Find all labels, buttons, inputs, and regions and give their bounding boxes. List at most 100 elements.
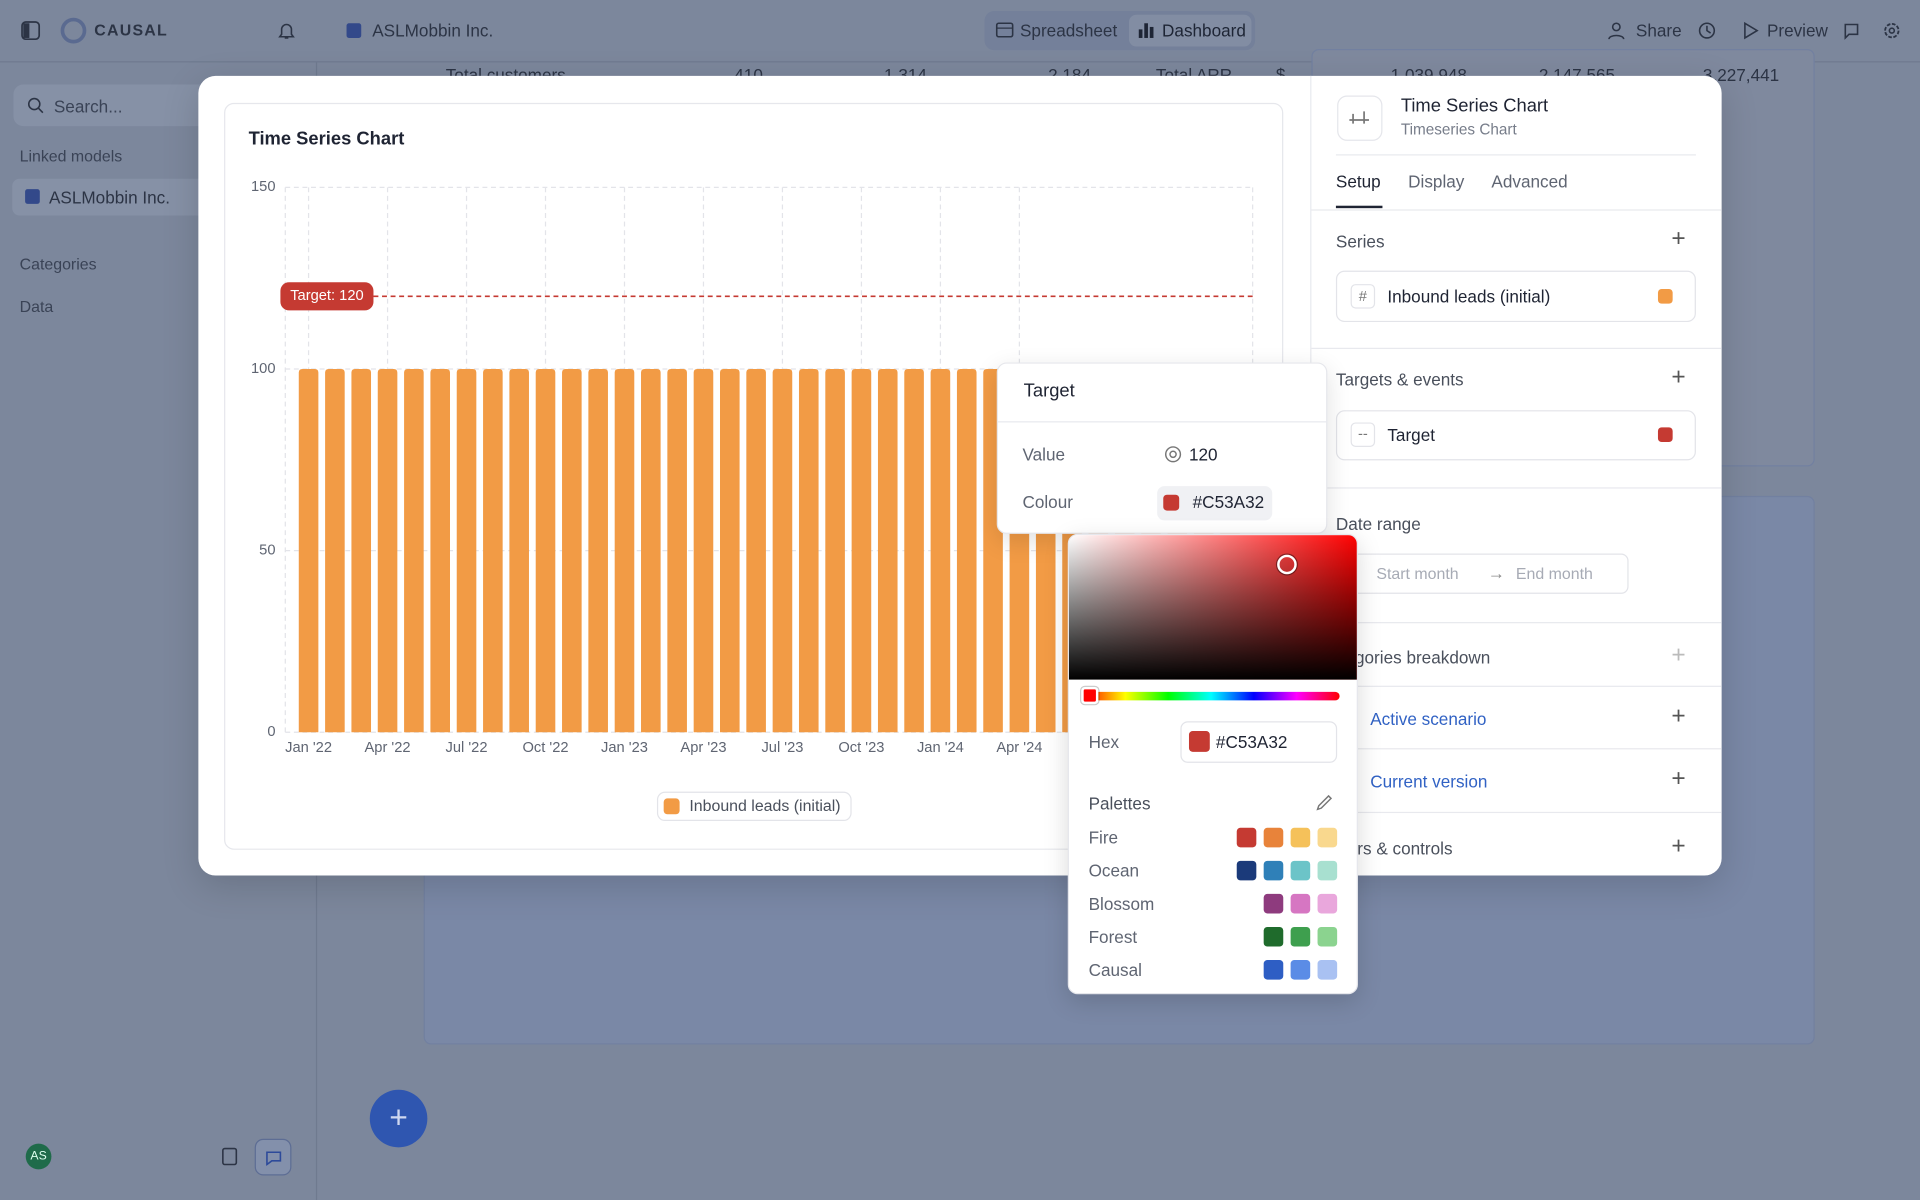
bar xyxy=(693,368,714,733)
bar xyxy=(535,368,556,733)
hue-handle[interactable] xyxy=(1081,686,1099,705)
top-bar xyxy=(0,0,1920,63)
palette-swatch[interactable] xyxy=(1290,860,1311,881)
preview-button[interactable]: Preview xyxy=(1766,20,1828,41)
popover-title: Target xyxy=(1023,380,1075,402)
palette-swatch[interactable] xyxy=(1317,860,1338,881)
series-color-swatch[interactable] xyxy=(1657,288,1673,304)
palette-swatch[interactable] xyxy=(1263,893,1284,914)
edit-palettes-icon[interactable] xyxy=(1315,793,1333,811)
model-icon xyxy=(25,189,40,204)
target-item[interactable] xyxy=(1335,410,1696,461)
divider xyxy=(1311,748,1722,750)
palette-swatch[interactable] xyxy=(1317,893,1338,914)
panel-tab[interactable]: Advanced xyxy=(1491,171,1568,192)
logo-icon xyxy=(60,17,87,44)
view-tab[interactable]: Dashboard xyxy=(1162,20,1246,41)
palette-swatch[interactable] xyxy=(1290,827,1311,848)
palette-swatch[interactable] xyxy=(1236,827,1257,848)
nav-item[interactable]: Categories xyxy=(19,254,97,274)
divider xyxy=(1311,685,1722,687)
bar xyxy=(377,368,398,733)
bar xyxy=(667,368,687,733)
legend-swatch xyxy=(663,798,680,815)
palette-name: Ocean xyxy=(1088,860,1140,881)
palette-swatch[interactable] xyxy=(1263,827,1284,848)
bar xyxy=(404,368,424,733)
bar xyxy=(351,368,372,733)
series-item[interactable] xyxy=(1335,270,1696,323)
hex-value[interactable]: #C53A32 xyxy=(1215,732,1288,752)
add-icon[interactable]: + xyxy=(1671,225,1686,253)
bar xyxy=(325,368,345,733)
sidebar-toggle[interactable] xyxy=(21,21,41,41)
panel-tab[interactable]: Display xyxy=(1408,171,1465,192)
chat-icon xyxy=(266,1151,282,1166)
add-icon[interactable]: + xyxy=(1671,363,1686,391)
chart-type-icon xyxy=(1337,95,1383,141)
x-tick-label: Apr '24 xyxy=(996,740,1042,756)
palette-swatch[interactable] xyxy=(1290,893,1311,914)
section-link[interactable]: Active scenario xyxy=(1370,708,1487,729)
palette-swatch[interactable] xyxy=(1263,926,1284,947)
bar xyxy=(641,368,661,733)
model-name[interactable]: ASLMobbin Inc. xyxy=(372,20,494,41)
bar xyxy=(956,368,977,733)
palette-swatch[interactable] xyxy=(1317,926,1338,947)
palette-swatch[interactable] xyxy=(1236,860,1257,881)
end-month[interactable]: End month xyxy=(1515,564,1593,583)
start-month[interactable]: Start month xyxy=(1376,564,1459,583)
panel-title: Time Series Chart xyxy=(1400,95,1549,117)
linked-model-name[interactable]: ASLMobbin Inc. xyxy=(48,187,171,207)
add-icon[interactable]: + xyxy=(1671,702,1686,730)
y-tick-label: 50 xyxy=(259,542,275,558)
history-icon[interactable] xyxy=(1697,21,1717,41)
linked-model-item[interactable] xyxy=(12,178,209,216)
colour-swatch xyxy=(1163,494,1180,511)
active-tab-underline xyxy=(1335,205,1383,209)
field-label: Hex xyxy=(1088,732,1120,752)
saturation-area[interactable] xyxy=(1068,535,1357,680)
add-icon[interactable]: + xyxy=(1671,765,1686,793)
settings-icon[interactable] xyxy=(1882,21,1902,41)
bar xyxy=(825,368,845,733)
bar xyxy=(298,368,319,733)
x-tick-label: Apr '23 xyxy=(680,740,726,756)
legend-item xyxy=(656,791,852,822)
add-icon[interactable]: + xyxy=(1671,641,1686,669)
nav-item[interactable]: Data xyxy=(19,297,54,316)
palette-swatch[interactable] xyxy=(1263,960,1284,980)
section-link[interactable]: Current version xyxy=(1370,771,1488,792)
palette-swatch[interactable] xyxy=(1290,926,1311,947)
comments-icon[interactable] xyxy=(1843,21,1864,41)
panel-tab[interactable]: Setup xyxy=(1335,171,1381,192)
y-tick-label: 0 xyxy=(267,724,275,740)
palette-swatch[interactable] xyxy=(1290,960,1311,980)
target-item-name: Target xyxy=(1387,424,1436,445)
target-icon: -- xyxy=(1350,422,1376,447)
hue-slider[interactable] xyxy=(1082,691,1340,701)
view-tab[interactable]: Spreadsheet xyxy=(1020,20,1118,41)
target-value[interactable]: 120 xyxy=(1188,444,1218,465)
notifications-icon[interactable] xyxy=(277,21,297,41)
search-box[interactable] xyxy=(13,84,210,127)
bar xyxy=(509,368,529,733)
section-title: Date range xyxy=(1335,514,1421,534)
divider xyxy=(1335,154,1696,156)
bar xyxy=(851,368,872,733)
palette-swatch[interactable] xyxy=(1317,960,1338,980)
palette-swatch[interactable] xyxy=(1317,827,1338,848)
colour-value: #C53A32 xyxy=(1192,492,1265,512)
hex-input[interactable] xyxy=(1180,721,1338,763)
docs-icon[interactable] xyxy=(222,1147,239,1166)
palette-name: Forest xyxy=(1088,926,1138,947)
chat-button[interactable] xyxy=(254,1138,292,1176)
avatar[interactable]: AS xyxy=(25,1143,52,1170)
palette-swatch[interactable] xyxy=(1263,860,1284,881)
legend-label: Inbound leads (initial) xyxy=(689,798,840,815)
target-color-swatch[interactable] xyxy=(1657,427,1673,443)
saturation-handle[interactable] xyxy=(1277,554,1297,575)
add-button[interactable]: + xyxy=(369,1089,428,1148)
add-icon[interactable]: + xyxy=(1671,832,1686,860)
share-button[interactable]: Share xyxy=(1635,20,1682,41)
